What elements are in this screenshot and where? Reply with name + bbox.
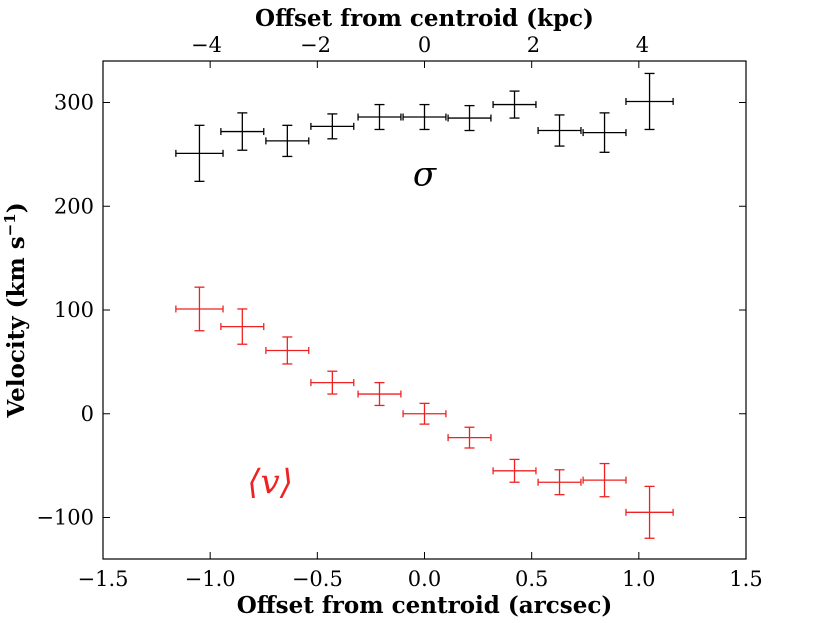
- mean_velocity-point: [582, 462, 627, 498]
- sigma-annotation: σ: [413, 155, 437, 195]
- sigma-point: [220, 112, 265, 151]
- top-x-axis: −4 −2 0 2 4: [191, 33, 649, 57]
- top-x-tick-label: 4: [636, 33, 649, 57]
- sigma-point: [537, 114, 582, 147]
- sigma-point: [492, 90, 537, 119]
- x-tick-label: 0.0: [408, 567, 441, 591]
- y-tick-label: 300: [54, 91, 94, 115]
- y-tick-label: 200: [54, 194, 94, 218]
- mean_velocity-point: [357, 381, 402, 407]
- mean-velocity-annotation: ⟨v⟩: [247, 463, 293, 503]
- mean_velocity-point: [265, 336, 310, 365]
- data-series: [175, 72, 674, 539]
- y-axis: −100 0 100 200 300: [36, 91, 746, 530]
- x-tick-label: 1.0: [622, 567, 655, 591]
- mean_velocity-point: [492, 458, 537, 483]
- mean_velocity-point: [310, 370, 355, 395]
- y-tick-label: −100: [36, 506, 94, 530]
- sigma-point: [310, 113, 355, 140]
- mean_velocity-point: [402, 402, 447, 425]
- x-tick-label: −0.5: [292, 567, 343, 591]
- mean_velocity-point: [537, 469, 582, 496]
- y-axis-title-main: Velocity (km s: [3, 236, 30, 418]
- top-x-tick-label: −4: [191, 33, 222, 57]
- mean_velocity-point: [447, 426, 492, 449]
- sigma-point: [357, 103, 402, 131]
- x-tick-label: −1.5: [78, 567, 129, 591]
- mean_velocity-point: [625, 485, 674, 539]
- top-x-tick-label: 0: [418, 33, 431, 57]
- sigma-point: [447, 104, 492, 132]
- top-x-tick-label: 2: [527, 33, 540, 57]
- x-axis: −1.5 −1.0 −0.5 0.0 0.5 1.0 1.5: [78, 61, 763, 591]
- x-tick-label: −1.0: [185, 567, 236, 591]
- sigma-point: [402, 103, 447, 131]
- y-axis-title-close: ): [3, 202, 30, 213]
- y-axis-title: Velocity (km s−1): [1, 202, 30, 418]
- sigma-point: [625, 72, 674, 131]
- series-mean_velocity: [175, 286, 674, 539]
- series-sigma: [175, 72, 674, 183]
- x-axis-title: Offset from centroid (arcsec): [237, 592, 612, 619]
- mean_velocity-point: [220, 308, 265, 345]
- annotations: σ ⟨v⟩: [247, 155, 437, 503]
- top-x-tick-label: −2: [300, 33, 331, 57]
- mean_velocity-point: [175, 286, 224, 332]
- x-tick-label: 1.5: [729, 567, 762, 591]
- y-tick-label: 100: [54, 298, 94, 322]
- sigma-point: [175, 124, 224, 183]
- sigma-point: [265, 124, 310, 158]
- x-tick-label: 0.5: [515, 567, 548, 591]
- sigma-point: [582, 112, 627, 153]
- y-tick-label: 0: [81, 402, 94, 426]
- top-x-axis-title: Offset from centroid (kpc): [255, 5, 594, 32]
- y-axis-title-exponent: −1: [1, 213, 19, 236]
